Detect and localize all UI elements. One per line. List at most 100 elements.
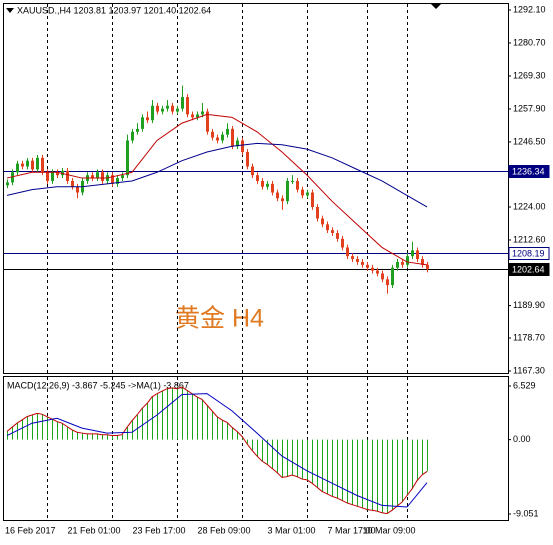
candle-body xyxy=(291,180,294,182)
candle-body xyxy=(386,279,389,286)
x-tick-label: 3 Mar 01:00 xyxy=(267,525,315,535)
candle-body xyxy=(351,256,354,260)
macd-line xyxy=(6,386,428,515)
candle-body xyxy=(196,114,199,118)
candle-body xyxy=(416,250,419,260)
candle-body xyxy=(16,163,19,173)
candle-body xyxy=(71,180,74,187)
candle-body xyxy=(201,111,204,115)
candle-body xyxy=(221,134,224,141)
candle-body xyxy=(111,175,114,184)
candle-body xyxy=(271,183,274,193)
main-panel xyxy=(3,3,509,374)
y-tick-label: 1178.70 xyxy=(513,332,545,342)
macd-y-tick-label: 0.00 xyxy=(513,434,531,444)
candle-body xyxy=(321,218,324,225)
candle-body xyxy=(46,172,49,181)
candle-body xyxy=(236,140,239,147)
candle-body xyxy=(41,157,44,173)
candle-body xyxy=(336,233,339,239)
candle-body xyxy=(371,267,374,271)
candle-body xyxy=(366,264,369,268)
candle-body xyxy=(376,270,379,274)
candle-body xyxy=(311,192,314,207)
x-tick-label: 28 Feb 09:00 xyxy=(197,525,250,535)
level-label-box xyxy=(508,165,550,178)
x-tick-label: 16 Feb 2017 xyxy=(5,525,56,535)
level-label: 1202.64 xyxy=(512,264,545,274)
candle-body xyxy=(346,247,349,257)
shift-marker xyxy=(431,4,441,9)
candle-body xyxy=(21,163,24,167)
moving-average xyxy=(6,113,428,266)
candle-body xyxy=(401,261,404,265)
macd-y-tick-label: 6.529 xyxy=(513,380,536,390)
moving-average xyxy=(6,142,428,208)
candle-body xyxy=(361,261,364,265)
y-tick-label: 1212.60 xyxy=(513,234,546,244)
candle-body xyxy=(391,267,394,286)
candle-body xyxy=(246,152,249,167)
x-tick-label: 7 Mar 17:00 xyxy=(327,525,375,535)
candle-body xyxy=(51,172,54,181)
candle-body xyxy=(56,172,59,176)
y-tick-label: 1224.00 xyxy=(513,201,546,211)
candle-body xyxy=(421,259,424,265)
candle-body xyxy=(26,160,29,167)
candle-body xyxy=(411,250,414,257)
candle-body xyxy=(296,180,299,190)
y-tick-label: 1257.90 xyxy=(513,103,546,113)
header: XAUUSD.,H4 1203.81 1203.97 1201.40 1202.… xyxy=(17,5,211,15)
macd-signal xyxy=(6,393,428,508)
candle-body xyxy=(211,131,214,138)
candle-body xyxy=(301,189,304,196)
candle-body xyxy=(226,128,229,135)
candle-body xyxy=(126,140,129,176)
y-tick-label: 1269.30 xyxy=(513,70,546,80)
macd-label: MACD(12,26,9) -3.867 -5.245 ->MA(1) -3.8… xyxy=(7,380,189,390)
candle-body xyxy=(36,157,39,170)
candle-body xyxy=(96,172,99,179)
level-label: 1236.34 xyxy=(512,166,545,176)
watermark: 黄金 H4 xyxy=(175,305,264,333)
candle-body xyxy=(341,238,344,248)
candle-body xyxy=(316,206,319,219)
y-tick-label: 1189.90 xyxy=(513,300,545,310)
candle-body xyxy=(61,170,64,176)
candle-body xyxy=(406,256,409,265)
level-label: 1208.19 xyxy=(512,248,545,258)
candle-body xyxy=(101,172,104,181)
candle-body xyxy=(186,97,189,115)
candle-body xyxy=(141,117,144,129)
candle-body xyxy=(231,128,234,147)
x-tick-label: 21 Feb 01:00 xyxy=(67,525,120,535)
candle-body xyxy=(76,186,79,193)
y-tick-label: 1280.70 xyxy=(513,37,546,47)
candle-body xyxy=(216,137,219,141)
candle-body xyxy=(11,172,14,183)
candle-body xyxy=(166,105,169,109)
y-tick-label: 1246.50 xyxy=(513,136,546,146)
candle-body xyxy=(396,261,399,268)
y-tick-label: 1167.30 xyxy=(513,365,545,375)
candle-body xyxy=(251,166,254,176)
candle-body xyxy=(176,108,179,112)
candle-body xyxy=(146,117,149,121)
candle-body xyxy=(171,105,174,112)
candle-body xyxy=(131,131,134,141)
candle-body xyxy=(156,105,159,112)
candle-body xyxy=(66,170,69,181)
macd-y-tick-label: -9.051 xyxy=(513,508,539,518)
macd-panel xyxy=(3,376,509,521)
candle-body xyxy=(266,183,269,187)
level-label-box xyxy=(508,263,550,276)
candle-body xyxy=(326,224,329,231)
candle-body xyxy=(356,259,359,262)
candle-body xyxy=(31,160,34,170)
candle-body xyxy=(161,108,164,112)
y-tick-label: 1292.10 xyxy=(513,4,546,14)
candle-body xyxy=(116,178,119,184)
candle-body xyxy=(276,192,279,199)
candle-body xyxy=(426,264,429,269)
